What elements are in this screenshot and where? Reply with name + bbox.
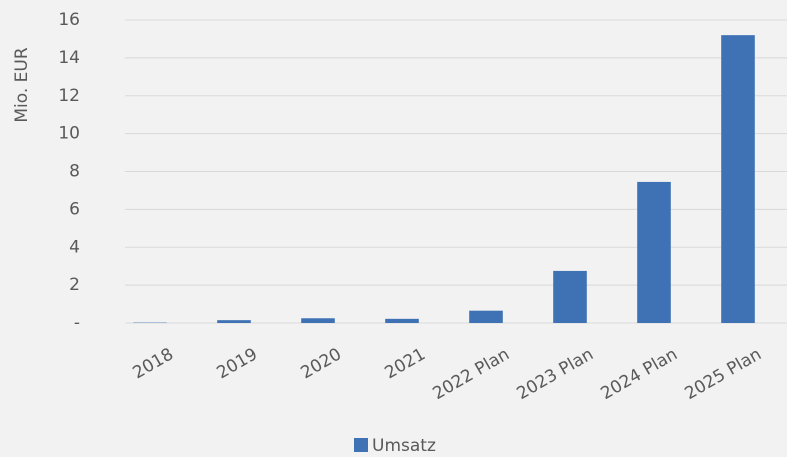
bar: [553, 270, 587, 323]
y-tick-label: 8: [69, 162, 80, 182]
y-tick-label: 16: [58, 10, 80, 30]
bar: [469, 310, 503, 323]
bar: [217, 320, 251, 323]
bar: [637, 181, 671, 323]
bar: [721, 35, 755, 324]
y-tick-label: 12: [58, 86, 80, 106]
y-tick-label: 14: [58, 48, 80, 68]
y-tick-label: -: [74, 313, 80, 333]
legend-swatch: [354, 438, 368, 452]
y-tick-label: 6: [69, 199, 80, 219]
y-tick-label: 10: [58, 124, 80, 144]
y-tick-label: 4: [69, 237, 80, 257]
y-tick-label: 2: [69, 275, 80, 295]
y-axis-label: Mio. EUR: [12, 47, 32, 122]
bar: [301, 318, 335, 323]
bar: [385, 318, 419, 323]
legend-label: Umsatz: [372, 436, 436, 456]
